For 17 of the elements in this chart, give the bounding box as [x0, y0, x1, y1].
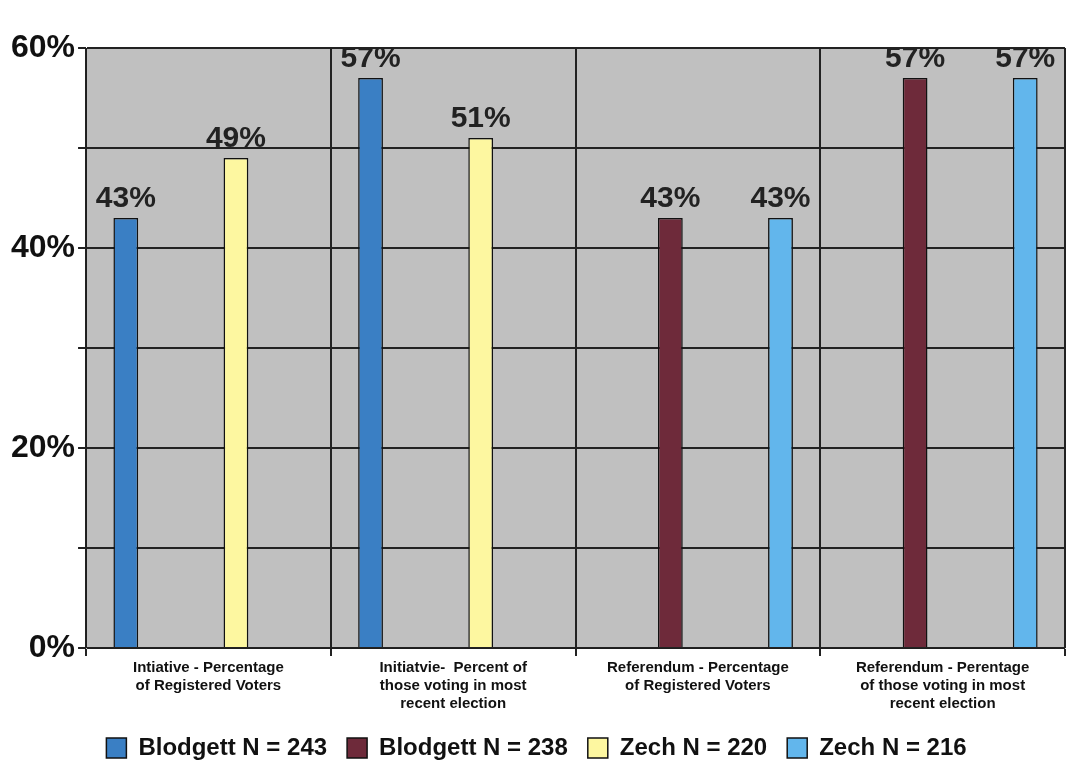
legend-label: Zech N = 220	[619, 732, 768, 760]
data-label: 51%	[450, 100, 511, 134]
y-tick-label: 40%	[11, 227, 76, 264]
data-label: 43%	[640, 180, 701, 214]
x-tick-label: Referendum - Perentage of those voting in most recent election	[855, 658, 1030, 712]
y-tick-label: 20%	[11, 427, 76, 464]
x-tick-label: Referendum - Percentage of Registered Voters	[607, 658, 789, 694]
x-tick-label: Intiative - Percentage of Registered Voters	[132, 658, 284, 694]
legend-label: Zech N = 216	[819, 732, 967, 760]
y-tick-label: 60%	[11, 27, 76, 64]
y-tick-label: 0%	[28, 627, 76, 664]
data-label: 43%	[95, 180, 156, 214]
data-label: 49%	[205, 120, 266, 154]
x-tick-label: Initiatvie- Percent of those voting in most recent election	[379, 658, 528, 712]
legend-label: Blodgett N = 243	[138, 732, 328, 760]
legend-label: Blodgett N = 238	[379, 732, 568, 760]
data-label: 43%	[750, 180, 811, 214]
